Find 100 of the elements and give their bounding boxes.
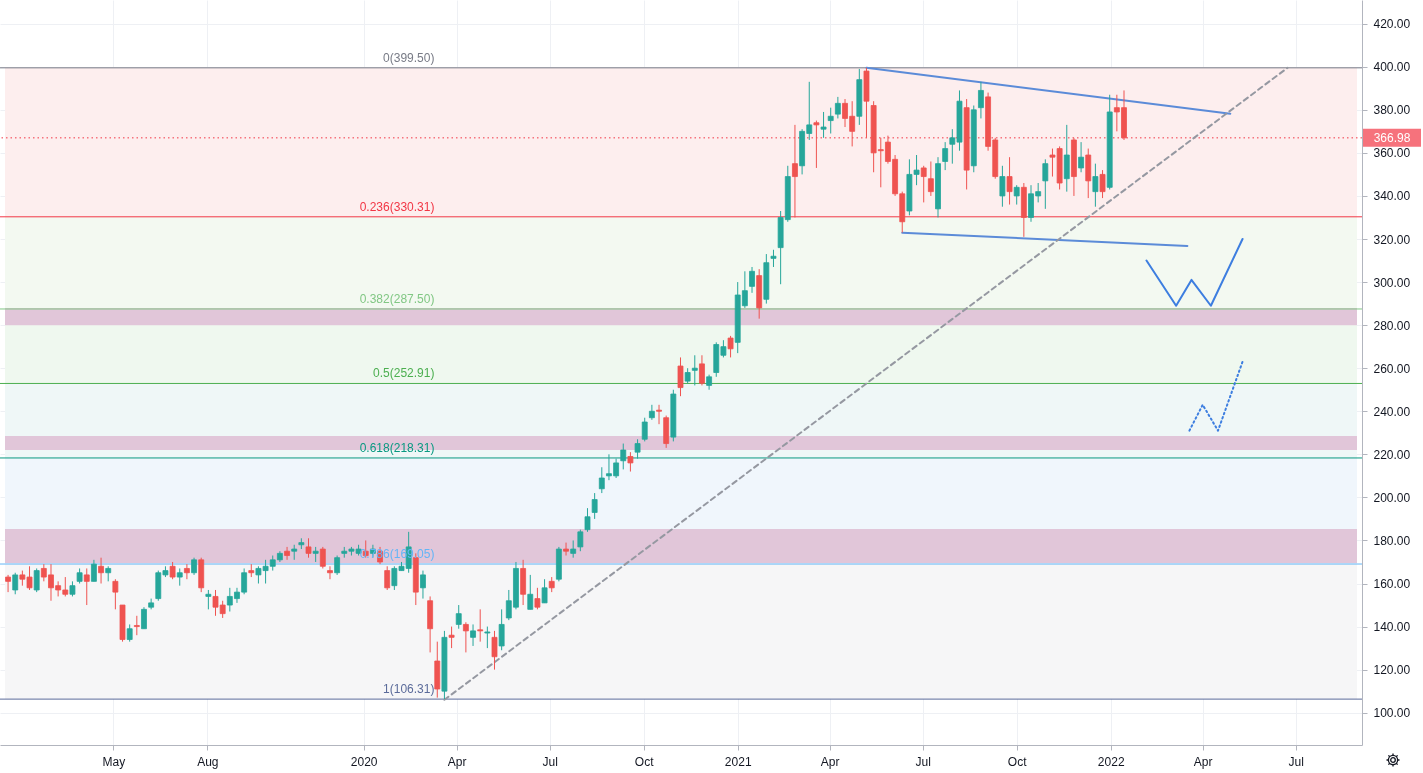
ref-line-label: 366.98 bbox=[1373, 130, 1411, 145]
y-tick-label: 280.00 bbox=[1373, 318, 1411, 333]
candlestick bbox=[184, 563, 190, 580]
candlestick bbox=[727, 335, 734, 358]
candlestick bbox=[999, 165, 1006, 208]
candlestick bbox=[33, 567, 40, 593]
x-tick-label: Jul bbox=[542, 754, 558, 769]
candlestick bbox=[677, 356, 684, 397]
candlestick bbox=[491, 630, 498, 671]
x-tick-label: Apr bbox=[820, 754, 840, 769]
x-tick-label: Oct bbox=[634, 754, 655, 769]
candlestick bbox=[920, 165, 927, 203]
y-tick-label: 300.00 bbox=[1373, 275, 1411, 290]
candlestick bbox=[927, 160, 934, 197]
ref-line-label: 0.382(287.50) bbox=[359, 291, 435, 306]
candlestick bbox=[98, 557, 104, 585]
candlestick bbox=[534, 587, 541, 610]
x-tick-label: Jul bbox=[1288, 754, 1304, 769]
ref-line-label: 0.236(330.31) bbox=[359, 199, 435, 214]
candlestick bbox=[112, 578, 119, 610]
candlestick bbox=[827, 107, 834, 134]
candlestick bbox=[420, 570, 426, 600]
x-tick-label: Jul bbox=[915, 754, 931, 769]
candlestick bbox=[1013, 184, 1020, 206]
candlestick bbox=[563, 542, 569, 557]
x-tick-label: 2022 bbox=[1097, 754, 1125, 769]
candlestick bbox=[627, 451, 634, 473]
candlestick bbox=[641, 417, 648, 442]
y-tick-label: 100.00 bbox=[1373, 706, 1411, 721]
candlestick bbox=[620, 443, 627, 470]
candlestick bbox=[284, 546, 290, 561]
y-tick-label: 140.00 bbox=[1373, 620, 1411, 635]
candlestick bbox=[978, 81, 984, 119]
candlestick bbox=[455, 604, 462, 630]
candlestick bbox=[942, 141, 949, 171]
candlestick bbox=[584, 507, 591, 533]
candlestick bbox=[648, 404, 655, 421]
candlestick bbox=[598, 466, 605, 494]
y-tick-label: 120.00 bbox=[1373, 663, 1411, 678]
candlestick bbox=[12, 572, 19, 595]
y-tick-label: 240.00 bbox=[1373, 404, 1411, 419]
candlestick bbox=[691, 354, 698, 386]
y-tick-label: 220.00 bbox=[1373, 447, 1411, 462]
candlestick bbox=[634, 438, 641, 460]
candlestick bbox=[498, 608, 505, 651]
x-tick-label: Aug bbox=[197, 754, 219, 769]
ref-line-label: 1(106.31) bbox=[383, 682, 435, 697]
y-tick-label: 260.00 bbox=[1373, 361, 1411, 376]
candlestick bbox=[699, 354, 705, 386]
y-tick-label: 160.00 bbox=[1373, 577, 1411, 592]
candlestick bbox=[1063, 124, 1070, 193]
candlestick bbox=[448, 626, 455, 649]
x-tick-label: Apr bbox=[447, 754, 467, 769]
candlestick bbox=[541, 578, 548, 604]
y-tick-label: 420.00 bbox=[1373, 17, 1411, 32]
candlestick bbox=[577, 529, 584, 552]
candlestick bbox=[484, 626, 491, 649]
ref-line-label: 0.5(252.91) bbox=[373, 366, 435, 381]
candlestick bbox=[834, 96, 841, 119]
y-tick-label: 380.00 bbox=[1373, 103, 1411, 118]
candlestick bbox=[83, 567, 90, 606]
candlestick bbox=[1078, 141, 1084, 173]
candlestick bbox=[591, 492, 598, 520]
candlestick bbox=[5, 574, 11, 593]
candlestick bbox=[656, 404, 662, 425]
candlestick bbox=[749, 266, 755, 294]
candlestick bbox=[462, 621, 469, 653]
x-tick-label: 2020 bbox=[350, 754, 378, 769]
y-tick-label: 360.00 bbox=[1373, 146, 1411, 161]
candlestick bbox=[319, 546, 326, 569]
x-tick-label: Oct bbox=[1007, 754, 1028, 769]
x-tick-label: May bbox=[102, 754, 126, 769]
candlestick bbox=[792, 124, 798, 218]
ref-line-label: 0.618(218.31) bbox=[359, 440, 435, 455]
y-tick-label: 180.00 bbox=[1373, 533, 1411, 548]
candlestick bbox=[813, 120, 820, 169]
line-series bbox=[1145, 238, 1244, 307]
candlestick bbox=[1099, 169, 1106, 199]
candlestick bbox=[527, 574, 534, 610]
candlestick bbox=[334, 555, 341, 576]
y-tick-label: 400.00 bbox=[1373, 60, 1411, 75]
y-tick-label: 200.00 bbox=[1373, 490, 1411, 505]
candlestick bbox=[820, 111, 827, 139]
x-tick-label: Apr bbox=[1193, 754, 1213, 769]
candlestick bbox=[1042, 158, 1049, 210]
candlestick bbox=[327, 565, 333, 580]
candlestick bbox=[205, 589, 212, 610]
candlestick bbox=[1006, 156, 1013, 206]
y-tick-label: 340.00 bbox=[1373, 189, 1411, 204]
candlestick bbox=[141, 606, 147, 630]
candlestick bbox=[91, 559, 97, 582]
x-tick-label: 2021 bbox=[724, 754, 752, 769]
candlestick bbox=[1092, 163, 1099, 208]
candlestick bbox=[477, 608, 484, 643]
candlestick bbox=[133, 615, 140, 636]
candlestick bbox=[384, 565, 391, 591]
candlestick bbox=[305, 537, 312, 559]
y-tick-label: 320.00 bbox=[1373, 232, 1411, 247]
ref-line-label: 0(399.50) bbox=[383, 50, 435, 65]
candlestick bbox=[470, 623, 476, 647]
